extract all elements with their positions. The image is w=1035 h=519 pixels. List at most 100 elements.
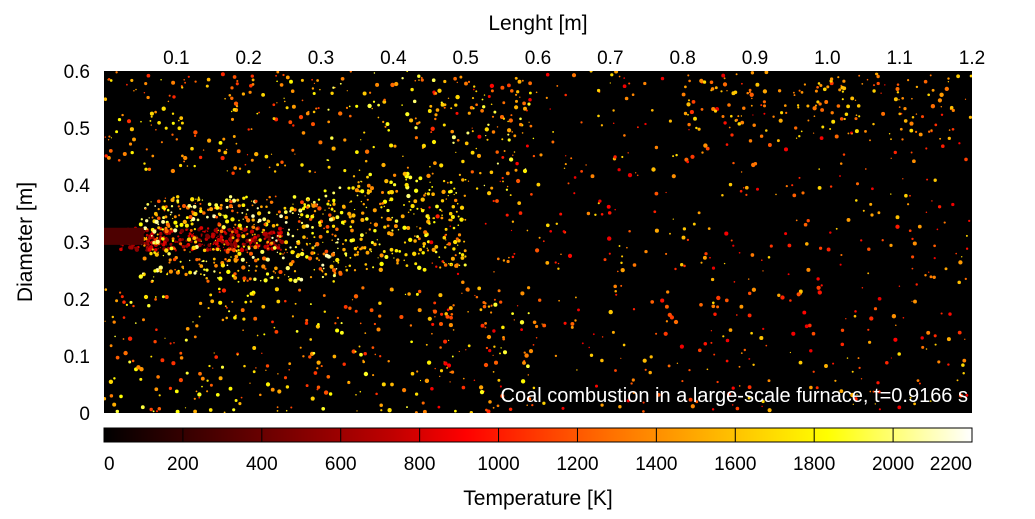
particle-point: [283, 100, 286, 103]
particle-point: [597, 202, 600, 205]
particle-point: [372, 100, 376, 103]
particle-point: [263, 237, 266, 241]
particle-point: [271, 275, 274, 279]
particle-point: [348, 215, 352, 219]
particle-point: [236, 198, 240, 202]
particle-point: [402, 225, 407, 230]
particle-point: [126, 119, 132, 124]
particle-point: [858, 74, 861, 77]
particle-point: [189, 251, 191, 253]
particle-point: [817, 290, 820, 292]
particle-point: [247, 247, 251, 250]
particle-point: [218, 141, 223, 145]
particle-point: [437, 405, 441, 409]
particle-point: [413, 199, 418, 204]
particle-point: [446, 229, 448, 231]
particle-point: [107, 78, 111, 81]
particle-point: [426, 173, 431, 179]
particle-point: [159, 246, 162, 249]
particle-point: [356, 253, 359, 256]
particle-point: [895, 224, 900, 229]
particle-point: [115, 409, 120, 413]
particle-point: [238, 167, 242, 170]
particle-point: [872, 122, 875, 126]
particle-point: [515, 99, 518, 103]
particle-point: [421, 401, 425, 405]
particle-point: [206, 215, 209, 219]
particle-point: [437, 88, 442, 93]
particle-point: [524, 353, 529, 358]
particle-point: [153, 248, 158, 252]
particle-point: [285, 106, 289, 110]
particle-point: [160, 232, 162, 234]
particle-point: [747, 396, 751, 400]
particle-point: [206, 249, 208, 252]
particle-point: [909, 128, 914, 133]
particle-point: [321, 263, 325, 267]
particle-point: [222, 137, 226, 141]
particle-point: [798, 289, 803, 294]
particle-point: [235, 249, 238, 252]
particle-point: [483, 184, 486, 187]
particle-point: [215, 215, 219, 219]
particle-point: [508, 407, 513, 412]
particle-point: [829, 185, 833, 188]
particle-point: [711, 266, 716, 270]
particle-point: [243, 364, 246, 368]
particle-point: [644, 122, 647, 126]
particle-point: [449, 381, 451, 383]
particle-point: [258, 111, 260, 114]
particle-point: [722, 82, 728, 87]
particle-point: [621, 255, 624, 258]
particle-point: [362, 360, 366, 364]
particle-point: [417, 308, 422, 313]
particle-point: [839, 162, 843, 165]
particle-point: [911, 300, 913, 302]
particle-point: [642, 358, 647, 363]
particle-point: [265, 364, 270, 368]
particle-point: [310, 396, 315, 401]
particle-point: [431, 192, 435, 197]
particle-point: [551, 140, 555, 144]
particle-point: [168, 94, 171, 97]
particle-point: [104, 320, 106, 322]
particle-point: [511, 255, 515, 259]
particle-point: [507, 133, 510, 136]
particle-point: [260, 205, 263, 209]
particle-point: [267, 211, 271, 214]
particle-point: [800, 130, 803, 133]
particle-point: [482, 105, 486, 109]
particle-point: [478, 385, 484, 390]
particle-point: [144, 167, 148, 171]
x-tick-label: 0.3: [308, 48, 334, 69]
particle-point: [666, 290, 670, 294]
particle-point: [289, 210, 292, 213]
y-tick-label: 0.2: [64, 290, 90, 311]
particle-point: [153, 211, 158, 216]
particle-point: [398, 250, 402, 253]
particle-point: [146, 73, 151, 78]
particle-point: [632, 391, 636, 394]
particle-point: [565, 155, 567, 157]
particle-point: [946, 337, 951, 342]
particle-point: [728, 126, 731, 129]
particle-point: [934, 343, 937, 346]
particle-point: [532, 137, 535, 140]
particle-point: [414, 79, 417, 82]
particle-point: [588, 346, 590, 349]
colorbar-label: Temperature [K]: [463, 487, 612, 510]
particle-point: [221, 225, 226, 230]
particle-point: [187, 234, 191, 238]
particle-point: [441, 189, 446, 194]
particle-point: [586, 211, 591, 216]
particle-point: [688, 129, 690, 131]
particle-point: [866, 78, 869, 81]
particle-point: [526, 229, 529, 232]
particle-point: [313, 82, 316, 85]
particle-point: [107, 138, 110, 141]
particle-point: [834, 134, 839, 139]
particle-point: [760, 104, 763, 107]
particle-point: [327, 199, 330, 203]
particle-point: [215, 205, 220, 210]
particle-point: [524, 168, 527, 170]
